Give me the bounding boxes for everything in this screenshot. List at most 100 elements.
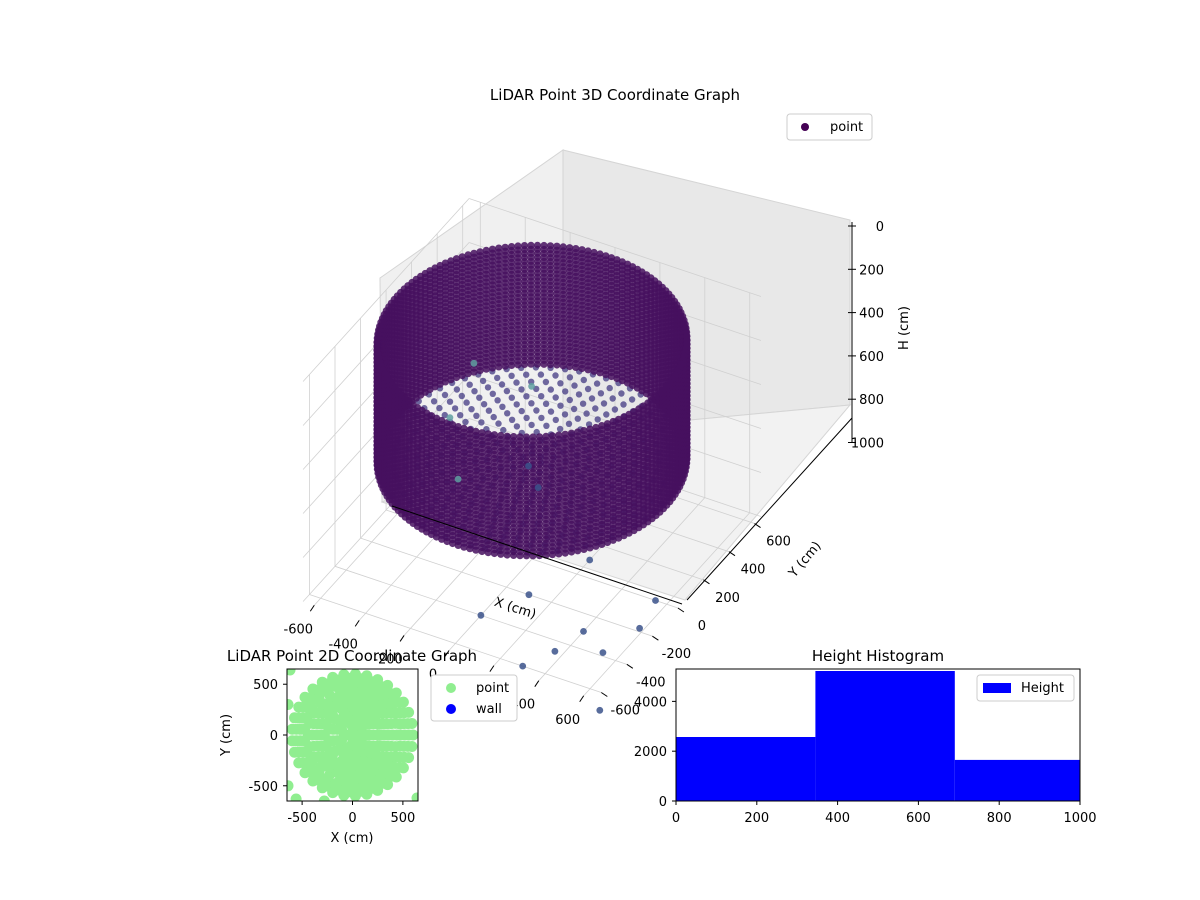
point-3d-wall [497, 431, 505, 440]
point-3d-wall [615, 415, 623, 423]
point-3d-wall [482, 246, 490, 254]
point-3d-wall [548, 432, 557, 440]
point-3d-floor [473, 412, 480, 419]
point-3d-floor [543, 422, 550, 429]
point-3d-floor [580, 376, 587, 384]
points-3d [373, 241, 691, 714]
point-3d-floor [628, 396, 636, 403]
chart-3d: LiDAR Point 3D Coordinate Graph -600-400… [284, 86, 912, 728]
point-3d-wall [460, 424, 468, 432]
point-3d-wall [522, 433, 531, 441]
grid-line [468, 198, 762, 297]
point-3d-wall [449, 421, 457, 429]
point-3d-floor [620, 401, 627, 408]
point-3d-floor [430, 398, 438, 405]
point-3d-wall [476, 248, 484, 256]
point-3d-floor [570, 405, 578, 413]
point-3d-floor [552, 416, 559, 424]
point-3d-floor [606, 384, 613, 392]
point-3d-wall [572, 245, 580, 253]
point-3d-floor [446, 398, 454, 405]
point-3d-wall [452, 255, 461, 263]
point-3d-floor [588, 395, 596, 402]
point-3d-floor [537, 371, 545, 378]
point-3d-floor [538, 414, 545, 422]
point-3d-wall [533, 241, 542, 249]
point-3d-wall [458, 253, 466, 261]
point-3d-floor [457, 412, 464, 419]
point-3d-wall [602, 252, 610, 260]
point-3d-wall [613, 256, 621, 264]
point-3d-floor [533, 407, 540, 414]
point-3d-floor [453, 386, 461, 393]
point-3d-wall [596, 250, 604, 258]
point-3d-floor [523, 414, 530, 422]
point-3d-floor [552, 394, 559, 401]
point-3d-floor [489, 390, 496, 397]
point-3d-floor [597, 390, 605, 397]
grid-line [538, 497, 706, 681]
point-3d-wall [514, 242, 522, 250]
point-3d-floor [494, 374, 501, 382]
point-3d-wall [503, 432, 511, 440]
point-3d-wall [443, 419, 451, 427]
point-3d-floor [508, 394, 515, 401]
point-3d-floor [579, 400, 587, 407]
point-3d-floor [609, 395, 616, 402]
point-3d-wall [508, 243, 516, 251]
point-3d-wall [607, 254, 616, 262]
point-3d-wall [470, 249, 478, 257]
point-3d-floor [528, 400, 535, 407]
point-3d-floor [547, 386, 554, 393]
point-3d-floor [557, 380, 564, 387]
point-3d-floor [471, 388, 478, 395]
point-3d-floor [441, 391, 449, 399]
point-3d-floor [499, 403, 506, 410]
point-3d-wall [472, 427, 480, 435]
point-3d-floor [565, 420, 573, 427]
point-3d-wall [590, 248, 598, 257]
point-3d-floor [484, 384, 492, 391]
point-3d-floor [566, 396, 573, 404]
point-3d-wall [566, 244, 574, 252]
point-3d-floor [462, 418, 469, 426]
point-3d-floor [504, 410, 511, 417]
point-3d-floor [556, 425, 564, 433]
grid-line [583, 512, 751, 697]
point-3d-floor [571, 382, 578, 389]
point-3d-wall [592, 423, 600, 432]
chart-3d-title: LiDAR Point 3D Coordinate Graph [490, 86, 740, 104]
point-3d-wall [447, 257, 455, 265]
grid-line [302, 198, 470, 382]
point-3d-floor [513, 401, 520, 408]
point-3d-floor [547, 408, 555, 415]
point-3d-floor [542, 400, 550, 407]
point-3d-floor [574, 415, 581, 422]
point-3d-floor [494, 397, 501, 404]
point-3d-wall [559, 243, 567, 251]
point-3d-floor [451, 405, 459, 412]
point-3d-floor [538, 393, 545, 400]
point-3d-wall [553, 242, 561, 250]
point-3d-wall [501, 243, 509, 251]
point-3d-floor [618, 390, 625, 397]
point-3d-floor [594, 416, 601, 423]
point-3d-wall [484, 430, 492, 438]
point-3d-wall [586, 425, 594, 433]
point-3d-wall [598, 422, 606, 430]
point-3d-wall [495, 244, 503, 252]
point-3d-floor [518, 386, 525, 393]
point-3d-floor [503, 387, 511, 395]
point-3d-floor [523, 393, 530, 400]
point-3d-wall [542, 432, 550, 440]
point-3d-wall [527, 241, 535, 249]
point-3d-floor [593, 380, 601, 387]
point-3d-wall [438, 416, 446, 425]
point-3d-floor [495, 420, 502, 427]
point-3d-floor [508, 416, 516, 423]
point-3d-wall [454, 423, 462, 431]
point-3d-wall [529, 433, 537, 441]
point-3d-floor [463, 399, 470, 406]
point-3d-floor [500, 426, 507, 434]
